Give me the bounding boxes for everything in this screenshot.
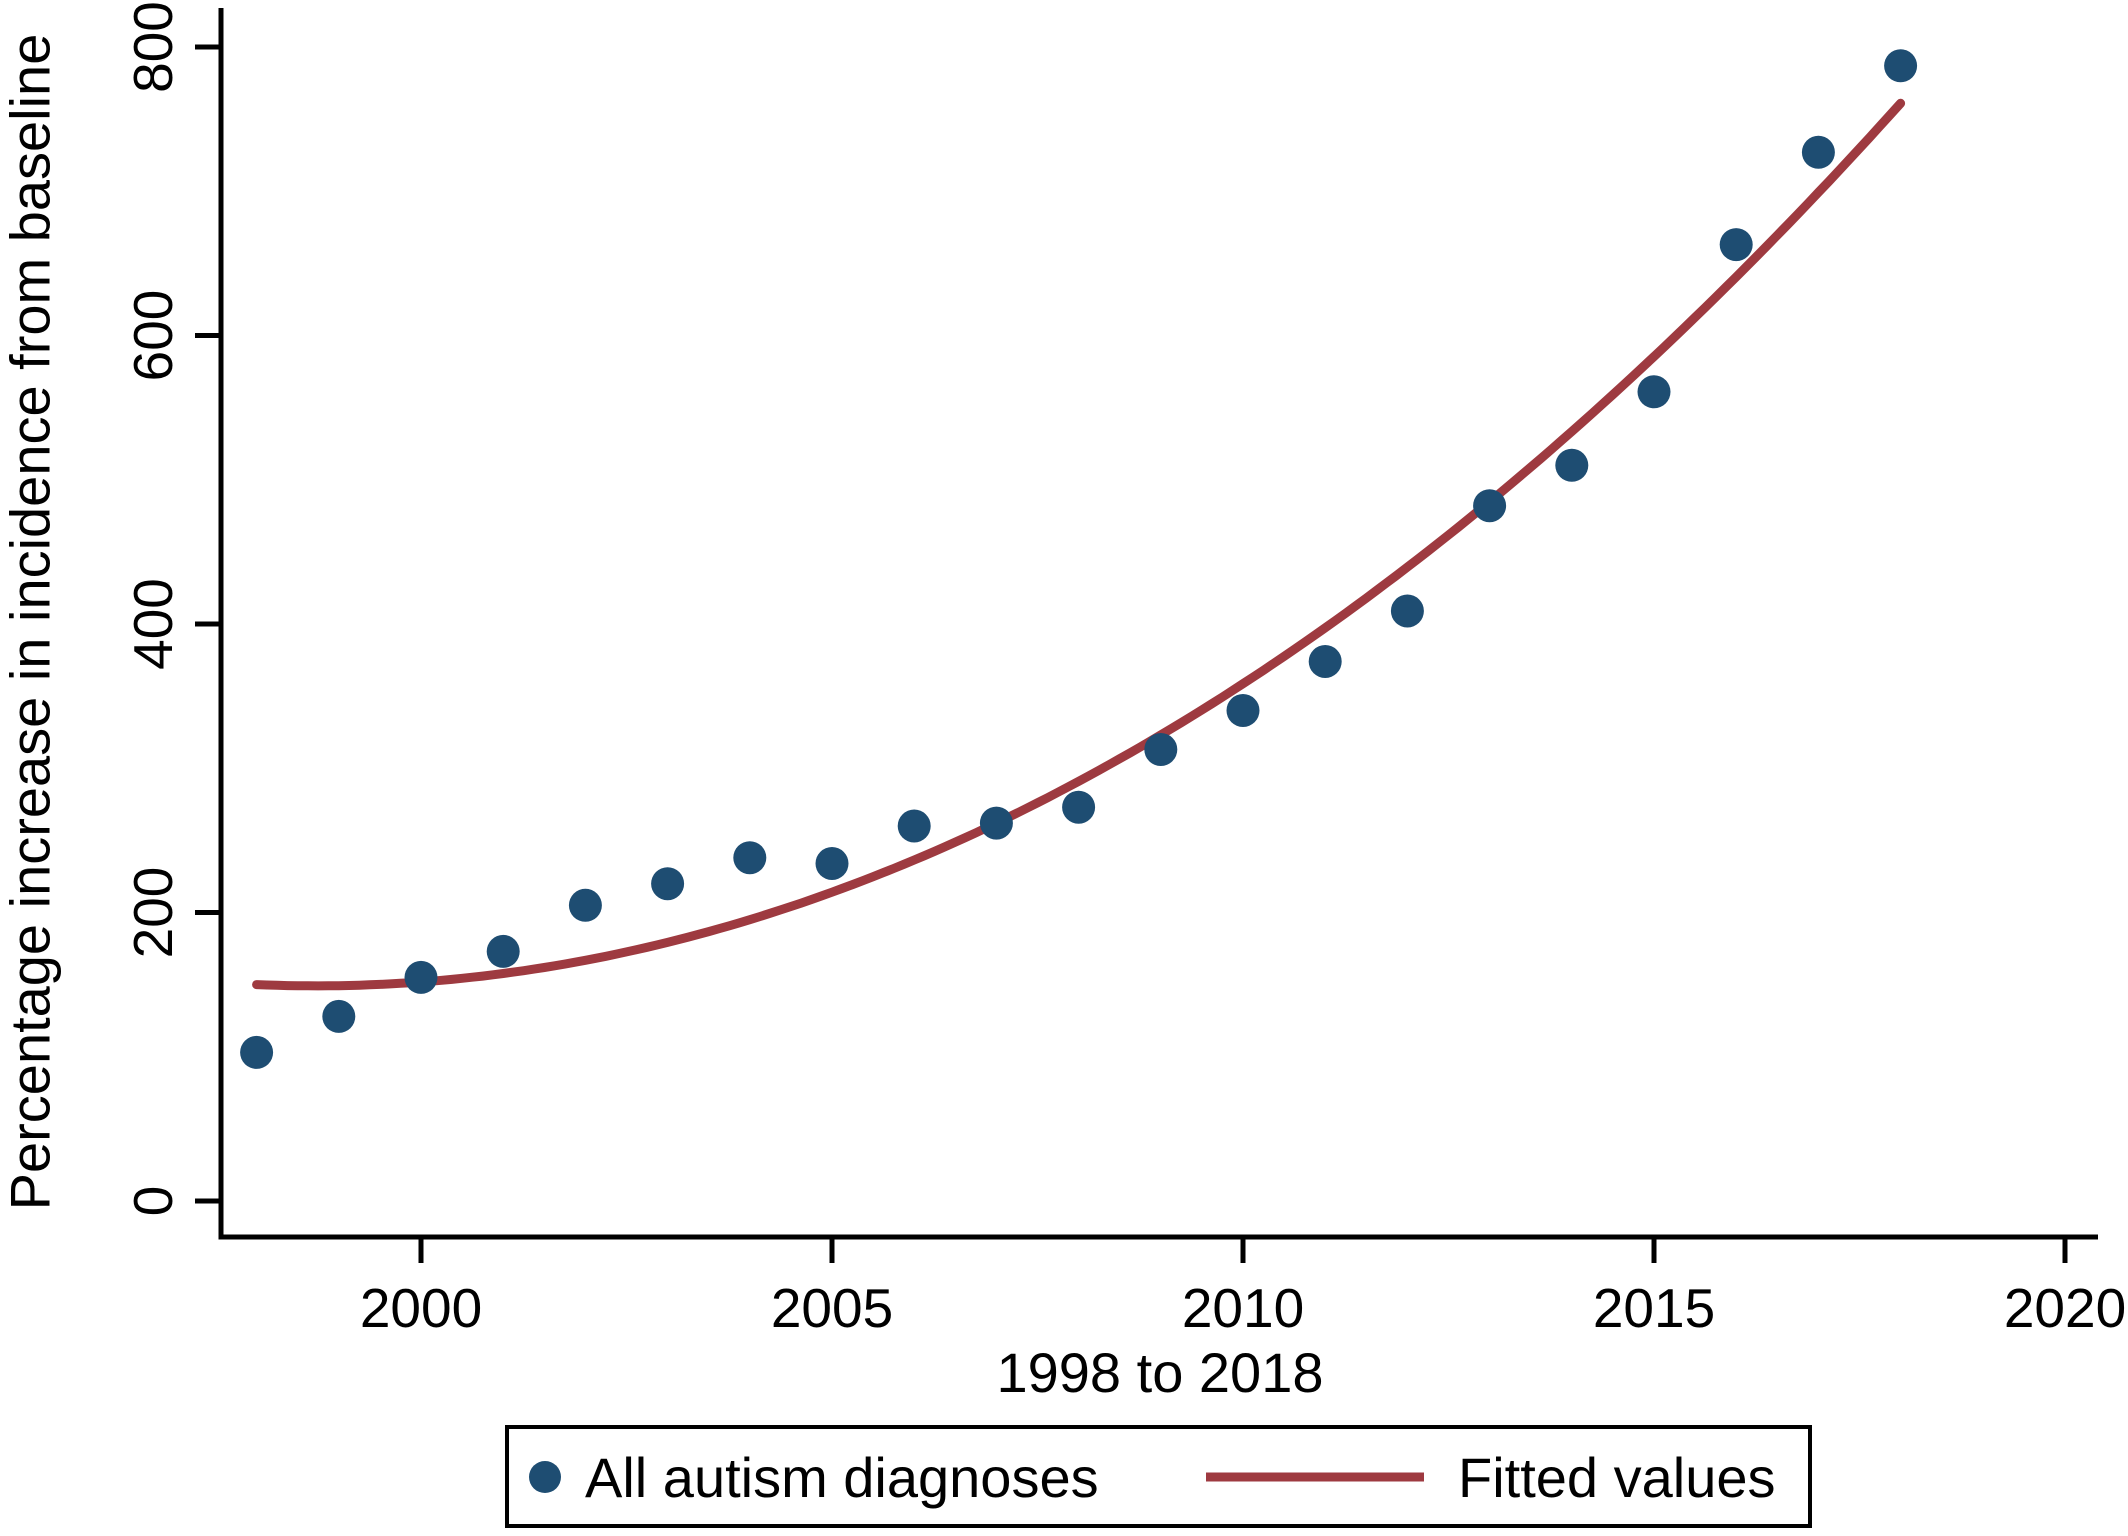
data-point <box>1637 375 1671 409</box>
x-axis-title: 1998 to 2018 <box>997 1341 1324 1404</box>
data-point <box>1884 49 1918 83</box>
legend-label-scatter: All autism diagnoses <box>585 1446 1099 1509</box>
data-point <box>1801 135 1835 169</box>
data-point <box>322 999 356 1033</box>
y-tick-label: 800 <box>122 1 184 93</box>
data-point <box>1555 448 1589 482</box>
data-point <box>1062 790 1096 824</box>
y-tick-label: 400 <box>122 578 184 670</box>
y-tick-label: 0 <box>122 1186 184 1217</box>
data-point <box>240 1035 274 1069</box>
x-axis-ticks: 2000 2005 2010 2015 2020 <box>360 1237 2126 1339</box>
data-point <box>404 960 438 994</box>
y-axis-title: Percentage increase in incidence from ba… <box>0 34 62 1211</box>
data-point <box>979 806 1013 840</box>
data-point <box>1226 694 1260 727</box>
data-point <box>568 888 602 922</box>
data-point <box>897 809 931 843</box>
data-point <box>815 847 849 880</box>
fitted-line-layer <box>252 98 1906 991</box>
x-tick-label: 2015 <box>1593 1277 1715 1339</box>
legend: All autism diagnoses Fitted values <box>505 1425 1812 1528</box>
data-point <box>1390 594 1424 628</box>
x-tick-label: 2010 <box>1182 1277 1304 1339</box>
data-point <box>1473 489 1507 523</box>
x-tick-label: 2005 <box>771 1277 893 1339</box>
y-tick-label: 600 <box>122 290 184 382</box>
x-tick-label: 2000 <box>360 1277 482 1339</box>
y-tick-label: 200 <box>122 867 184 959</box>
data-point <box>651 867 685 901</box>
fitted-line <box>252 98 1906 991</box>
y-axis-ticks: 0 200 400 600 800 <box>122 1 221 1216</box>
data-point <box>1144 733 1178 766</box>
data-point <box>1308 645 1342 678</box>
x-tick-label: 2020 <box>2004 1277 2126 1339</box>
scatter-layer <box>240 49 1918 1069</box>
legend-label-fitted: Fitted values <box>1458 1446 1776 1509</box>
data-point <box>1719 228 1753 262</box>
data-point <box>733 841 767 875</box>
dot-icon <box>529 1461 561 1493</box>
legend-box <box>505 1425 1812 1528</box>
data-point <box>486 934 520 968</box>
